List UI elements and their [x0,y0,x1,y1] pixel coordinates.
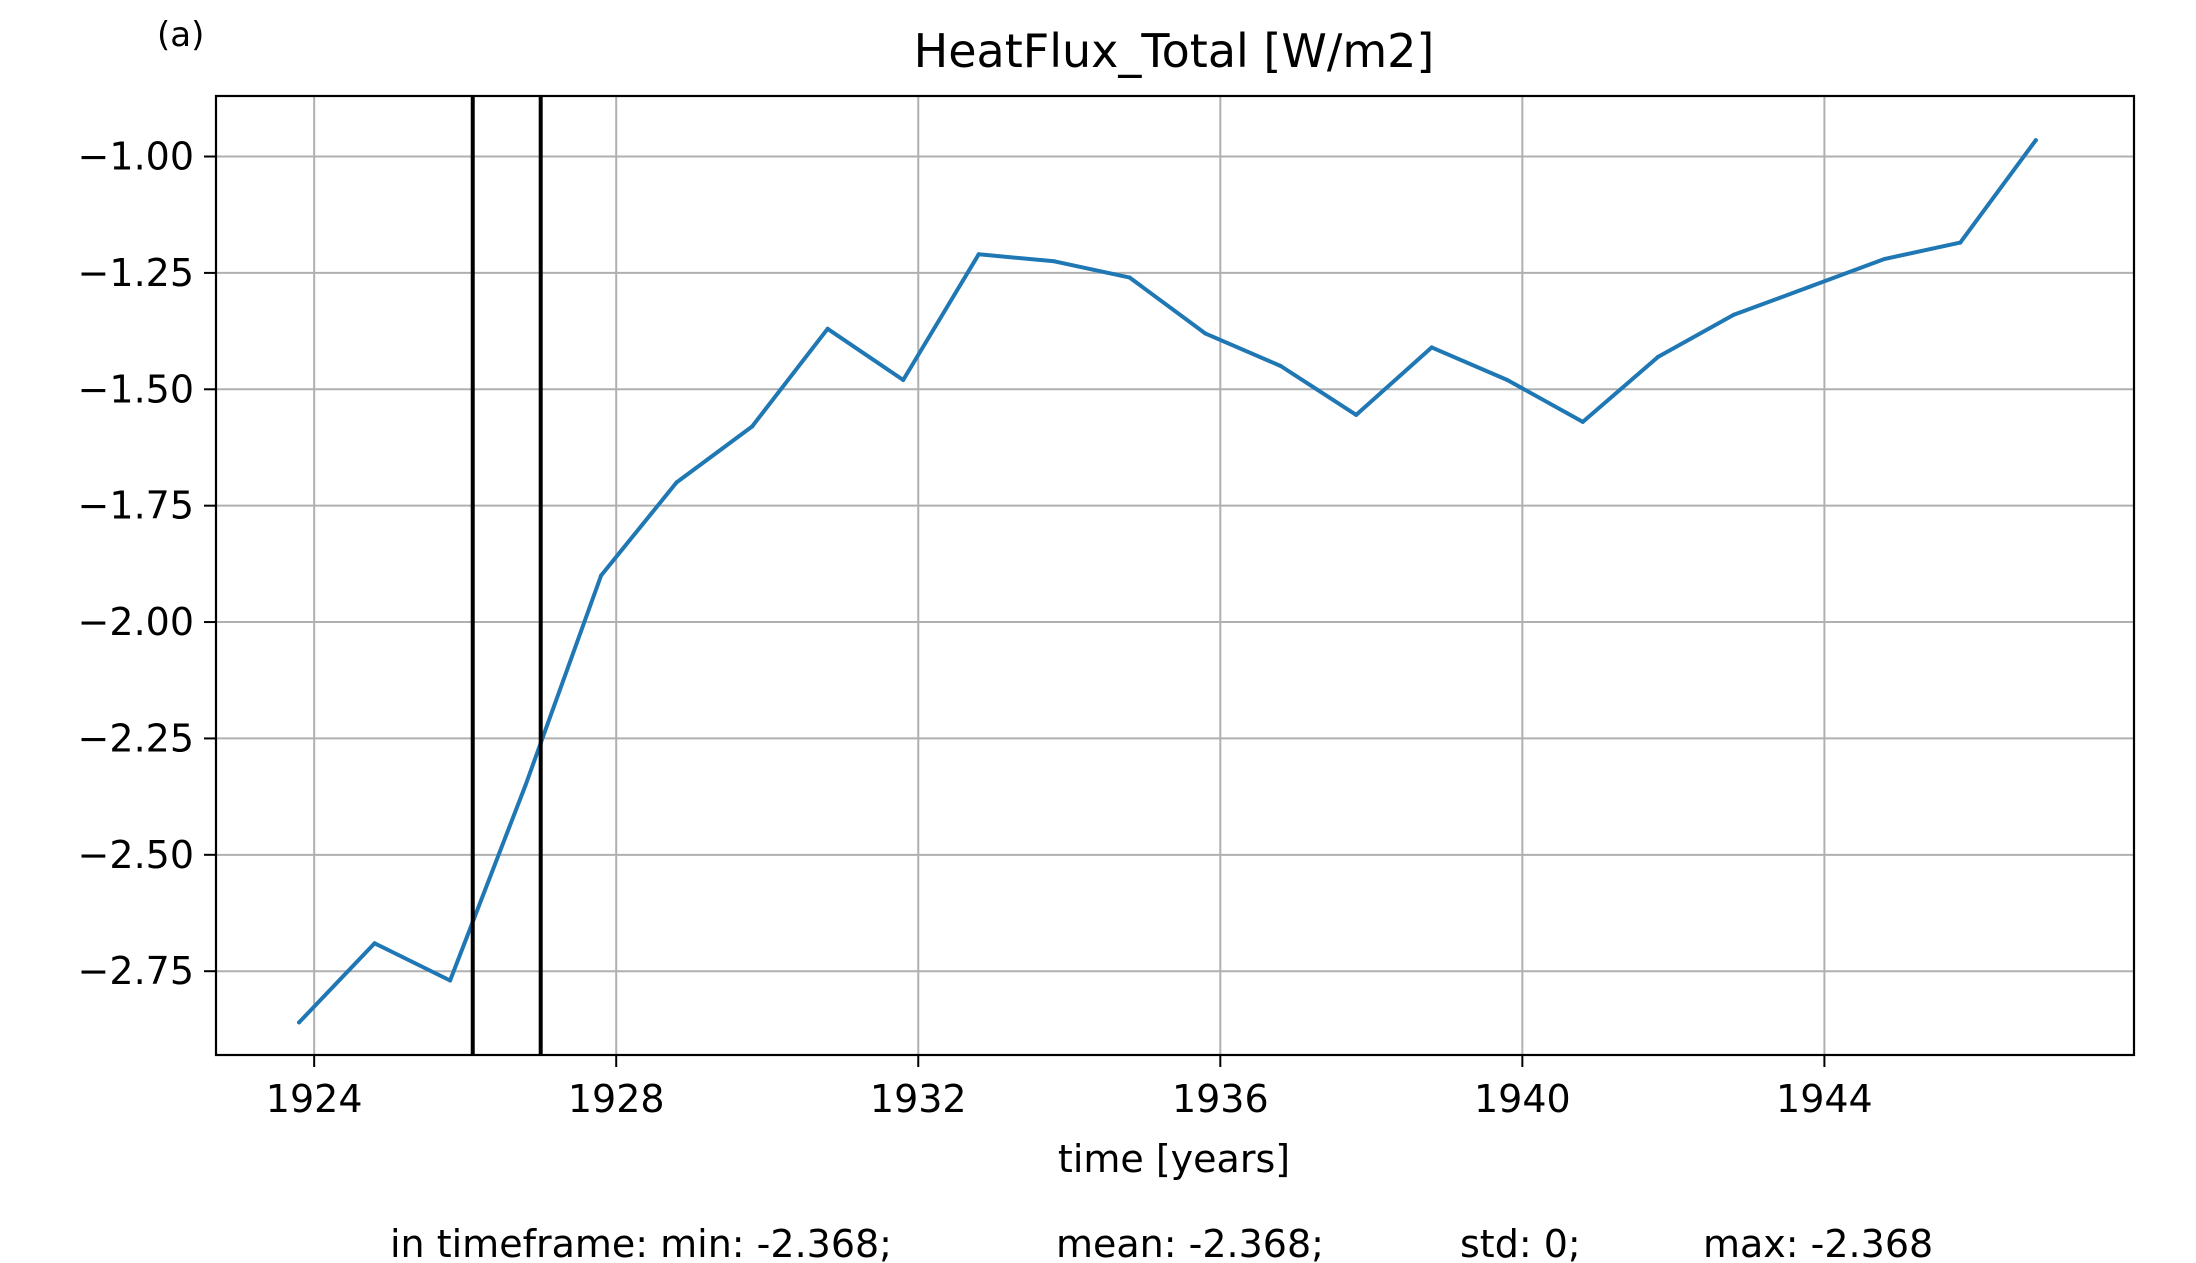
series-line [297,138,2038,1025]
x-tick-label: 1928 [568,1077,665,1121]
series-point [1278,364,1283,369]
grid-layer [216,96,2134,1055]
x-tick-label: 1944 [1776,1077,1873,1121]
series-point [2033,138,2038,143]
y-tick-label: −1.25 [78,251,194,295]
series-layer [297,138,2038,1025]
series-point [750,424,755,429]
series-point [448,978,453,983]
y-tick-label: −2.50 [78,833,194,877]
y-tick-label: −2.00 [78,600,194,644]
series-point [1656,354,1661,359]
series-point [599,573,604,578]
series-point [1731,312,1736,317]
tick-layer: 1924 1928 1932 1936 1940 1944 −1.00 −1.25 −1.50 −… [78,135,1873,1121]
y-tick-label: −2.75 [78,949,194,993]
stat-std: std: 0; [1460,1222,1581,1263]
series-point [1580,419,1585,424]
series-point [523,782,528,787]
series-point [1127,275,1132,280]
series-point [825,326,830,331]
stat-max: max: -2.368 [1703,1222,1933,1263]
series-point [1958,240,1963,245]
x-axis-label: time [years] [1058,1137,1290,1181]
series-point [674,480,679,485]
series-point [976,252,981,257]
vline-layer [470,96,543,1055]
x-tick-label: 1924 [266,1077,363,1121]
stat-mean: mean: -2.368; [1056,1222,1324,1263]
series-point [1882,256,1887,261]
series-point [297,1020,302,1025]
x-tick-label: 1932 [870,1077,967,1121]
panel-label: (a) [157,15,204,55]
y-tick-label: −1.50 [78,367,194,411]
x-tick-label: 1936 [1172,1077,1269,1121]
x-tick-label: 1940 [1474,1077,1571,1121]
chart-title: HeatFlux_Total [W/m2] [914,24,1435,78]
series-point [1203,331,1208,336]
plot-frame [214,94,2136,1057]
y-tick-label: −1.75 [78,484,194,528]
series-point [1429,345,1434,350]
series-point [372,941,377,946]
series-point [1807,284,1812,289]
series-point [901,377,906,382]
y-tick-label: −2.25 [78,716,194,760]
series-point [1505,377,1510,382]
series-point [1052,259,1057,264]
stat-min: in timeframe: min: -2.368; [390,1222,892,1263]
series-point [1354,412,1359,417]
y-tick-label: −1.00 [78,135,194,179]
